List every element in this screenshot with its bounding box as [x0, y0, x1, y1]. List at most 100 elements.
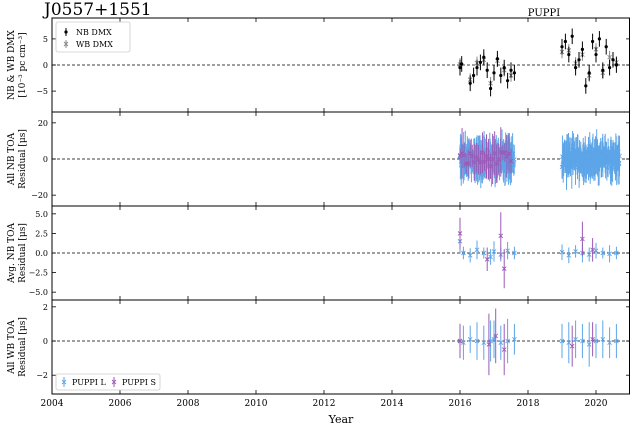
y-tick-label: −2.5 — [29, 269, 48, 278]
nb-dmx-point — [584, 84, 588, 88]
nb-dmx-point — [611, 58, 615, 62]
puppi-l-toa-point — [474, 338, 480, 344]
nb-dmx-point — [587, 71, 591, 75]
puppi-l-toa-point — [467, 336, 473, 342]
puppi-l-toa-point — [461, 250, 466, 256]
nb-dmx-point — [580, 47, 585, 51]
nb-dmx-point — [577, 58, 581, 62]
puppi-s-toa-point — [478, 159, 483, 165]
puppi-s-toa-point — [493, 333, 499, 339]
nb-dmx-point — [499, 73, 503, 78]
y-tick-label: −20 — [31, 191, 48, 200]
puppi-l-toa-point — [481, 340, 487, 346]
nb-dmx-point — [492, 71, 496, 75]
puppi-s-toa-point — [486, 342, 492, 347]
puppi-s-toa-point — [590, 336, 595, 342]
puppi-l-toa-point — [566, 340, 572, 346]
nb-dmx-point — [574, 66, 578, 70]
nb-dmx-point — [478, 60, 482, 64]
puppi-s-toa-point — [508, 158, 514, 164]
puppi-s-toa-point — [504, 154, 510, 160]
y-tick-label: 5 — [43, 35, 48, 44]
puppi-s-toa-point — [471, 159, 477, 165]
x-tick-label: 2020 — [585, 399, 608, 409]
puppi-l-toa-point — [566, 253, 572, 258]
puppi-s-toa-point — [590, 247, 595, 253]
x-tick-label: 2010 — [245, 399, 268, 409]
panel-dmx: −5 0 5 NB & WB DMX[10⁻³ pc cm⁻³] NB DMX WB DM… — [7, 17, 630, 113]
puppi-s-toa-point — [457, 338, 463, 344]
puppi-s-toa-point — [482, 159, 487, 164]
puppi-l-toa-point — [607, 251, 612, 257]
nb-dmx-point — [485, 68, 489, 72]
puppi-s-toa-point — [480, 150, 485, 156]
puppi-s-toa-point — [461, 152, 467, 158]
nb-dmx-point — [460, 62, 464, 66]
nb-dmx-point — [458, 66, 462, 70]
y-tick-label: 0 — [43, 337, 48, 346]
puppi-l-toa-point — [573, 249, 578, 254]
y-axis-label-line2: Residual [μs] — [18, 317, 28, 377]
puppi-s-toa-point — [469, 153, 475, 159]
puppi-l-toa-point — [505, 248, 510, 253]
puppi-l-toa-point — [512, 250, 517, 256]
nb-dmx-point — [594, 52, 598, 57]
x-tick-label: 2016 — [449, 399, 472, 409]
y-axis-label: All WB TOAResidual [μs] — [7, 317, 28, 377]
nb-dmx-point — [601, 68, 605, 72]
puppi-l-toa-point — [614, 250, 619, 256]
nb-dmx-point — [502, 66, 506, 70]
puppi-l-toa-point — [593, 338, 599, 344]
x-tick-label: 2012 — [313, 399, 336, 409]
puppi-l-toa-point — [593, 248, 599, 253]
puppi-s-toa-point — [488, 163, 493, 169]
nb-dmx-point — [567, 52, 571, 57]
nb-dmx-point — [608, 66, 612, 70]
x-tick-label: 2004 — [41, 399, 64, 409]
puppi-l-toa-point — [617, 153, 622, 159]
y-axis-label: NB & WB DMX[10⁻³ pc cm⁻³] — [7, 30, 28, 100]
y-axis-label-line1: All NB TOA — [7, 132, 17, 186]
legend-nb-dmx-label: NB DMX — [76, 28, 112, 37]
puppi-l-toa-point — [511, 157, 517, 162]
puppi-l-toa-point — [461, 340, 466, 346]
legend-wb-dmx-label: WB DMX — [76, 40, 113, 49]
nb-dmx-point — [570, 34, 574, 38]
nb-dmx-point — [495, 57, 499, 61]
puppi-s-toa-point — [502, 150, 508, 155]
panel-all_nb_toa: −20 0 20 All NB TOAResidual [μs] — [7, 111, 630, 207]
y-axis-label-line1: NB & WB DMX — [7, 30, 17, 100]
puppi-legend: PUPPI L PUPPI S — [55, 373, 161, 391]
puppi-l-toa-point — [559, 338, 565, 344]
x-tick-label: 2008 — [177, 399, 200, 409]
nb-dmx-point — [509, 68, 513, 72]
puppi-l-toa-point — [505, 338, 510, 344]
y-axis-label: Avg. NB TOAResidual [μs] — [7, 223, 28, 284]
puppi-l-toa-point — [586, 252, 592, 257]
puppi-l-toa-point — [614, 338, 619, 344]
nb-dmx-point — [472, 73, 476, 78]
puppi-l-toa-point — [481, 250, 487, 256]
y-axis-label-line2: Residual [μs] — [18, 129, 28, 189]
nb-dmx-point — [614, 63, 619, 67]
y-tick-label: −2 — [36, 371, 48, 380]
puppi-s-toa-point — [498, 233, 504, 239]
puppi-s-toa-point — [501, 347, 507, 352]
pulsar-title: J0557+1551 — [42, 0, 152, 20]
puppi-s-toa-point — [457, 231, 463, 236]
nb-dmx-point — [468, 81, 472, 85]
puppi-s-toa-point — [506, 151, 512, 156]
puppi-s-toa-point — [467, 150, 473, 156]
y-tick-label: 0 — [43, 155, 48, 164]
puppi-l-toa-point — [474, 247, 480, 253]
puppi-l-toa-point — [491, 249, 497, 254]
nb-dmx-point — [489, 86, 493, 91]
y-axis-label-line2: [10⁻³ pc cm⁻³] — [18, 32, 28, 97]
puppi-s-toa-point — [484, 256, 490, 262]
instrument-label: PUPPI — [528, 8, 560, 19]
nb-dmx-point — [597, 37, 602, 41]
legend-box — [55, 373, 161, 391]
puppi-s-toa-point — [490, 156, 495, 162]
nb-dmx-point — [512, 71, 517, 75]
